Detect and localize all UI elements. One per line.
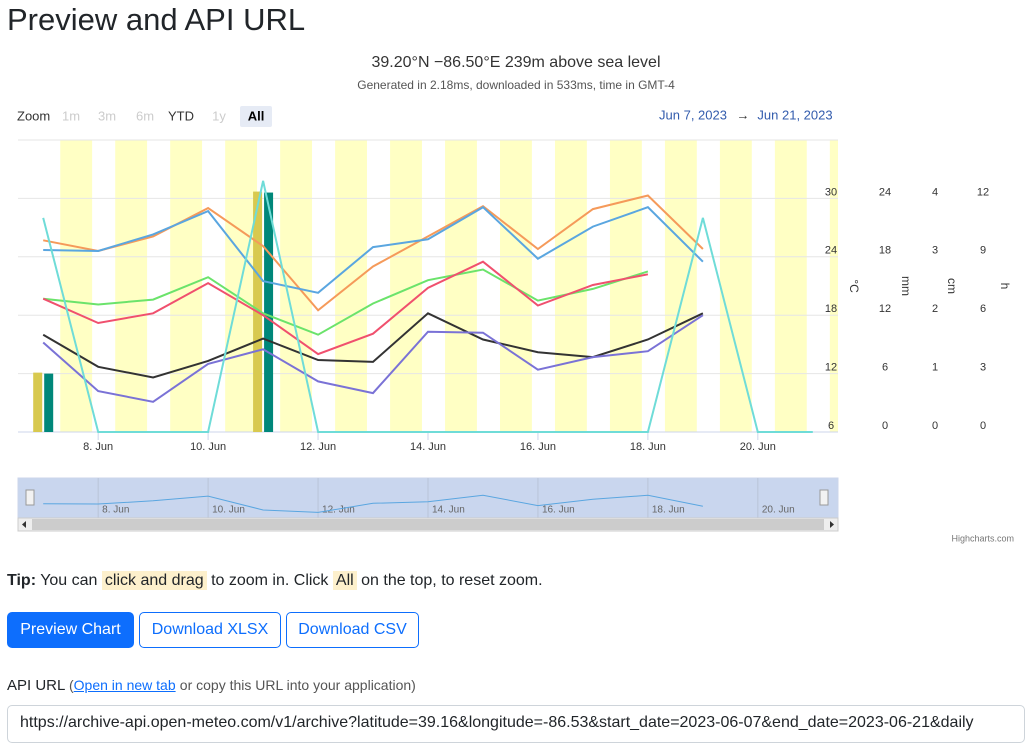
scrollbar-thumb[interactable] <box>32 519 824 530</box>
tip-label: Tip: <box>7 572 37 589</box>
range-separator: → <box>737 107 750 122</box>
chart: 39.20°N −86.50°E 239m above sea level Ge… <box>17 54 1014 543</box>
x-tick-label: 14. Jun <box>410 441 446 453</box>
plot-band <box>115 140 148 432</box>
line <box>42 260 649 356</box>
line <box>42 314 704 403</box>
api-url-input[interactable]: https://archive-api.open-meteo.com/v1/ar… <box>7 705 1025 743</box>
plot-band <box>664 140 697 432</box>
y-tick-label: 12 <box>825 362 837 374</box>
plot-band <box>829 140 838 432</box>
y-tick-label: 12 <box>879 303 891 315</box>
navigator-tick-label: 20. Jun <box>762 505 795 516</box>
y-tick-label: 0 <box>882 420 888 432</box>
y-tick-label: 1 <box>932 362 938 374</box>
plot-band <box>554 140 587 432</box>
y-tick-label: 6 <box>882 362 888 374</box>
scroll-arrow <box>830 521 834 528</box>
plot-band <box>609 140 642 432</box>
navigator-tick-label: 14. Jun <box>432 505 465 516</box>
zoom-button-bg <box>240 106 272 127</box>
page-title: Preview and API URL <box>7 2 306 37</box>
plot-band <box>500 140 532 432</box>
plot-band <box>719 140 752 432</box>
line <box>43 268 649 336</box>
navigator-tick-label: 12. Jun <box>322 505 355 516</box>
navigator-tick-label: 16. Jun <box>542 505 575 516</box>
navigator-tick-label: 10. Jun <box>212 505 245 516</box>
y-axis-title: cm <box>945 278 959 294</box>
tip-text: to zoom in. Click <box>211 572 329 589</box>
preview-button[interactable]: Preview Chart <box>7 612 134 648</box>
download-csv-button[interactable]: Download CSV <box>286 612 419 648</box>
api-label-text: API URL <box>7 677 65 694</box>
x-tick-label: 10. Jun <box>190 441 226 453</box>
navigator-handle[interactable] <box>25 489 35 506</box>
scroll-arrow <box>22 521 26 528</box>
y-tick-label: 6 <box>980 303 986 315</box>
plot-band <box>335 140 367 432</box>
y-tick-label: 24 <box>825 245 837 257</box>
api-note: or copy this URL into your application) <box>179 677 416 693</box>
zoom-button[interactable]: 1y <box>212 108 226 123</box>
zoom-button[interactable]: 1m <box>62 108 80 123</box>
zoom-button[interactable]: YTD <box>168 108 194 123</box>
tip-text: You can <box>40 572 98 589</box>
y-tick-label: 12 <box>977 186 989 198</box>
tip-highlight: All <box>332 571 357 590</box>
y-tick-label: 3 <box>932 245 938 257</box>
y-tick-label: 3 <box>980 362 986 374</box>
zoom-button[interactable]: 3m <box>98 108 116 123</box>
zoom-button[interactable]: 6m <box>136 108 154 123</box>
navigator-tick-label: 8. Jun <box>102 505 129 516</box>
plot-band <box>60 140 93 432</box>
tip: Tip: You can click and drag to zoom in. … <box>7 571 543 590</box>
plot-band <box>390 140 422 432</box>
bar <box>44 373 54 432</box>
y-tick-label: 24 <box>879 186 891 198</box>
navigator-handle[interactable] <box>819 489 829 506</box>
y-tick-label: 0 <box>932 420 938 432</box>
line <box>43 194 704 312</box>
plot-band <box>774 140 807 432</box>
y-tick-label: 30 <box>825 186 837 198</box>
bar <box>33 372 43 432</box>
y-axis-title: h <box>998 283 1012 290</box>
y-tick-label: 4 <box>932 186 938 198</box>
y-axis-title: °C <box>847 279 861 293</box>
line <box>42 180 813 433</box>
bar <box>264 192 274 432</box>
y-axis-title: mm <box>899 276 913 296</box>
y-tick-label: 18 <box>825 303 837 315</box>
navigator-tick-label: 18. Jun <box>652 505 685 516</box>
zoom-label: Zoom <box>17 108 50 123</box>
x-tick-label: 16. Jun <box>520 441 556 453</box>
chart-title: 39.20°N −86.50°E 239m above sea level <box>372 54 661 71</box>
plot-band <box>445 140 477 432</box>
y-tick-label: 9 <box>980 245 986 257</box>
y-tick-label: 18 <box>879 245 891 257</box>
range-to[interactable]: Jun 21, 2023 <box>757 107 832 122</box>
api-label: API URL (Open in new tab or copy this UR… <box>7 677 416 694</box>
x-tick-label: 20. Jun <box>740 441 776 453</box>
open-link[interactable]: Open in new tab <box>73 677 176 693</box>
y-tick-label: 6 <box>828 420 834 432</box>
tip-highlight: click and drag <box>101 571 207 590</box>
download-xlsx-button[interactable]: Download XLSX <box>139 612 281 648</box>
y-tick-label: 2 <box>932 303 938 315</box>
api-prefix: ( <box>68 677 74 693</box>
tip-text: on the top, to reset zoom. <box>361 572 543 589</box>
y-tick-label: 0 <box>980 420 986 432</box>
x-tick-label: 8. Jun <box>83 441 113 453</box>
zoom-button[interactable]: All <box>248 108 265 123</box>
x-tick-label: 18. Jun <box>630 441 666 453</box>
credits[interactable]: Highcharts.com <box>951 533 1014 543</box>
line <box>43 205 704 294</box>
x-tick-label: 12. Jun <box>300 441 336 453</box>
navigator-line <box>43 494 703 513</box>
range-from[interactable]: Jun 7, 2023 <box>659 107 727 122</box>
chart-subtitle: Generated in 2.18ms, downloaded in 533ms… <box>357 78 675 92</box>
